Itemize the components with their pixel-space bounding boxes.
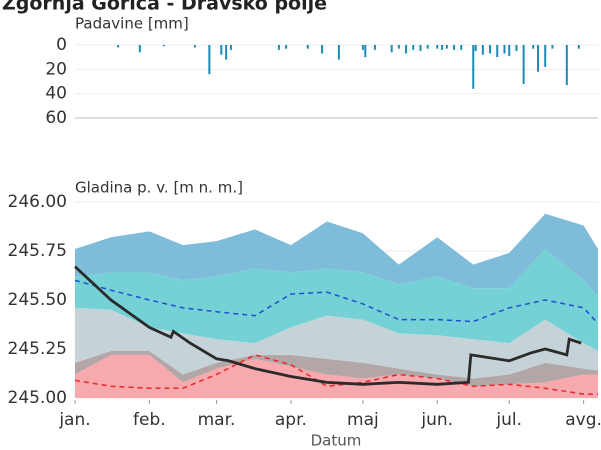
line — [74, 354, 598, 395]
y-tick-label: 245.50 — [8, 290, 67, 310]
bar — [373, 45, 376, 50]
bar — [419, 45, 422, 52]
bar — [436, 45, 439, 49]
x-tick-label: avg. — [565, 410, 601, 430]
bar — [441, 45, 444, 50]
bar — [522, 45, 525, 84]
band — [75, 248, 598, 351]
y-axis-title: Padavine [mm] — [75, 15, 189, 33]
bar — [193, 45, 196, 48]
bar — [474, 45, 477, 52]
chart-title: Zgornja Gorica - Dravsko polje — [2, 0, 327, 15]
bar — [544, 45, 547, 67]
bar — [361, 45, 364, 50]
x-tick-label: jun. — [420, 410, 453, 430]
bar — [117, 45, 120, 48]
y-axis-title: Gladina p. v. [m n. m.] — [75, 179, 243, 197]
bar — [225, 45, 228, 60]
bar — [445, 45, 448, 49]
x-tick-label: apr. — [275, 410, 307, 430]
y-tick-label: 245.00 — [8, 388, 67, 408]
band — [75, 307, 598, 379]
bar — [537, 45, 540, 72]
bar — [453, 45, 456, 50]
bar — [390, 45, 393, 53]
bar — [229, 45, 232, 50]
bar — [412, 45, 415, 50]
y-tick-label: 20 — [45, 59, 67, 79]
bar — [208, 45, 211, 75]
bar — [472, 45, 475, 89]
bar — [138, 45, 141, 53]
y-tick-label: 40 — [45, 84, 67, 104]
y-tick-label: 0 — [56, 35, 67, 55]
y-tick-label: 60 — [45, 108, 67, 128]
band — [75, 354, 598, 399]
bar — [577, 45, 580, 49]
bar — [496, 45, 499, 58]
bar — [460, 45, 463, 50]
x-tick-label: mar. — [198, 410, 236, 430]
bar — [532, 45, 535, 49]
bar — [220, 45, 223, 55]
x-tick-label: jan. — [58, 410, 90, 430]
bar — [306, 45, 309, 49]
bar — [405, 45, 408, 54]
bar — [277, 45, 280, 50]
x-tick-label: feb. — [133, 410, 166, 430]
x-axis-title: Datum — [311, 432, 362, 450]
y-tick-label: 246.00 — [8, 192, 67, 212]
bar — [551, 45, 554, 49]
bar — [508, 45, 511, 56]
band — [75, 213, 598, 297]
band — [75, 350, 598, 387]
y-tick-label: 245.75 — [8, 241, 67, 261]
bar — [321, 45, 324, 54]
x-tick-label: maj — [347, 410, 379, 430]
y-tick-label: 245.25 — [8, 339, 67, 359]
bar — [489, 45, 492, 54]
line — [74, 265, 582, 386]
bar — [337, 45, 340, 60]
bar — [426, 45, 429, 49]
bar — [565, 45, 568, 86]
bar — [285, 45, 288, 49]
line — [74, 279, 599, 325]
bar — [364, 45, 367, 58]
bar — [397, 45, 400, 49]
bar — [481, 45, 484, 55]
x-tick-label: jul. — [495, 410, 522, 430]
bar — [162, 45, 165, 47]
bar — [515, 45, 518, 52]
bar — [503, 45, 506, 54]
